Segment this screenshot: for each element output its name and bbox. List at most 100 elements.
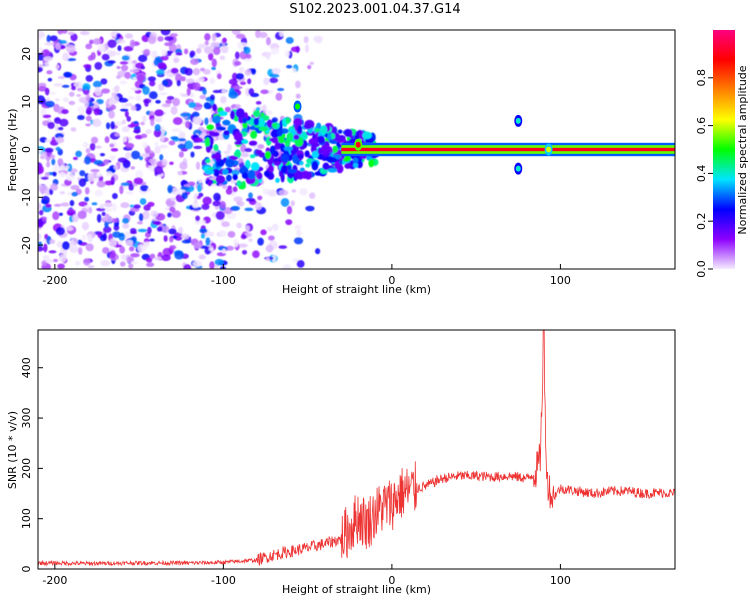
spectral-blob xyxy=(126,191,134,195)
spectral-blob xyxy=(92,118,102,128)
spectral-blob xyxy=(142,210,150,220)
spectral-blob xyxy=(70,33,78,42)
colorbar-tick-label: 0.6 xyxy=(695,117,708,135)
spectral-blob xyxy=(78,178,87,187)
spectral-blob xyxy=(249,154,256,159)
spectral-blob xyxy=(69,200,75,207)
spectral-blob xyxy=(81,221,90,231)
spectral-blob xyxy=(169,236,174,243)
spectral-blob xyxy=(122,135,128,143)
spectral-blob xyxy=(142,115,147,123)
spectral-blob xyxy=(53,83,64,87)
spectral-blob xyxy=(116,33,121,39)
spectral-blob xyxy=(241,249,248,255)
spectral-blob xyxy=(250,68,257,75)
spectral-blob xyxy=(210,131,220,137)
spectral-blob xyxy=(54,124,60,132)
snr-series-line xyxy=(38,330,675,567)
spectral-blob xyxy=(56,241,63,248)
spectral-blob xyxy=(230,179,237,184)
spectral-blob xyxy=(109,155,116,160)
spectral-blob xyxy=(100,259,111,267)
spectral-blob xyxy=(237,200,245,207)
spectral-blob xyxy=(354,135,360,140)
spectral-blob xyxy=(255,149,263,154)
spectral-blob xyxy=(144,241,150,248)
spectral-blob xyxy=(283,146,293,151)
spectral-blob xyxy=(233,196,243,203)
spectral-blob xyxy=(152,221,162,225)
spectral-blob xyxy=(323,162,329,169)
spectral-blob xyxy=(269,145,276,155)
spectral-blob xyxy=(108,99,113,106)
spectral-blob xyxy=(280,144,286,153)
spectral-blob xyxy=(113,121,124,126)
colorbar-tick-label: 0.0 xyxy=(695,260,708,278)
spectral-blob xyxy=(157,36,164,42)
spectral-blob xyxy=(193,242,203,249)
spectral-blob xyxy=(309,61,314,65)
spectral-blob xyxy=(295,93,301,99)
spectral-blob xyxy=(104,202,113,208)
spectral-blob xyxy=(99,152,106,157)
spectral-blob xyxy=(160,30,171,36)
spectral-blob xyxy=(244,159,251,170)
spectral-blob xyxy=(129,69,140,73)
spectral-blob xyxy=(109,143,115,148)
spectral-blob xyxy=(186,78,195,84)
spectral-blob xyxy=(77,114,85,121)
spectral-blob xyxy=(279,30,285,37)
x-tick-label: 100 xyxy=(550,574,571,587)
y-tick-label: 0 xyxy=(20,566,33,573)
spectral-blob xyxy=(280,198,290,207)
spectral-blob xyxy=(96,180,106,188)
spectral-blob xyxy=(199,94,207,100)
spectral-blob xyxy=(228,91,239,99)
spectral-blob xyxy=(43,243,48,253)
spectral-blob xyxy=(290,46,301,53)
spectral-blob xyxy=(352,157,359,164)
spectral-blob xyxy=(100,78,108,85)
spectral-blob xyxy=(167,212,172,218)
spectral-blob xyxy=(124,231,130,237)
y-tick-label: 100 xyxy=(20,508,33,529)
spectral-feature-core xyxy=(546,146,552,153)
spectral-blob xyxy=(211,33,217,42)
spectral-blob xyxy=(219,201,226,209)
spectral-blob xyxy=(284,50,290,58)
spectral-blob xyxy=(241,180,246,189)
spectral-blob xyxy=(47,77,53,82)
spectral-blob xyxy=(57,126,64,131)
spectral-blob xyxy=(111,92,118,97)
spectral-blob xyxy=(157,62,167,70)
spectral-blob xyxy=(335,136,345,141)
spectral-blob xyxy=(320,125,328,135)
spectral-blob xyxy=(58,165,66,171)
spectral-blob xyxy=(45,259,54,263)
spectral-blob xyxy=(82,83,91,91)
spectral-blob xyxy=(234,61,242,66)
spectrogram-y-label: Frequency (Hz) xyxy=(6,109,19,192)
spectral-blob xyxy=(226,174,232,182)
y-tick-label: -10 xyxy=(20,188,33,206)
spectral-blob xyxy=(49,35,58,42)
spectral-blob xyxy=(240,152,250,158)
spectral-blob xyxy=(277,87,285,92)
spectral-blob xyxy=(217,110,228,117)
spectral-blob xyxy=(299,160,304,166)
spectral-blob xyxy=(178,151,185,158)
spectral-blob xyxy=(169,33,178,37)
spectral-blob xyxy=(58,212,63,216)
spectral-blob xyxy=(121,103,126,107)
spectral-blob xyxy=(85,148,91,154)
spectral-blob xyxy=(181,233,190,240)
spectral-blob xyxy=(131,150,141,160)
spectral-blob xyxy=(147,226,152,234)
spectral-blob xyxy=(267,226,273,232)
spectral-blob xyxy=(38,30,45,38)
spectral-blob xyxy=(244,232,253,238)
spectral-blob xyxy=(38,85,48,92)
spectral-blob xyxy=(54,117,62,125)
spectral-blob xyxy=(317,135,325,144)
